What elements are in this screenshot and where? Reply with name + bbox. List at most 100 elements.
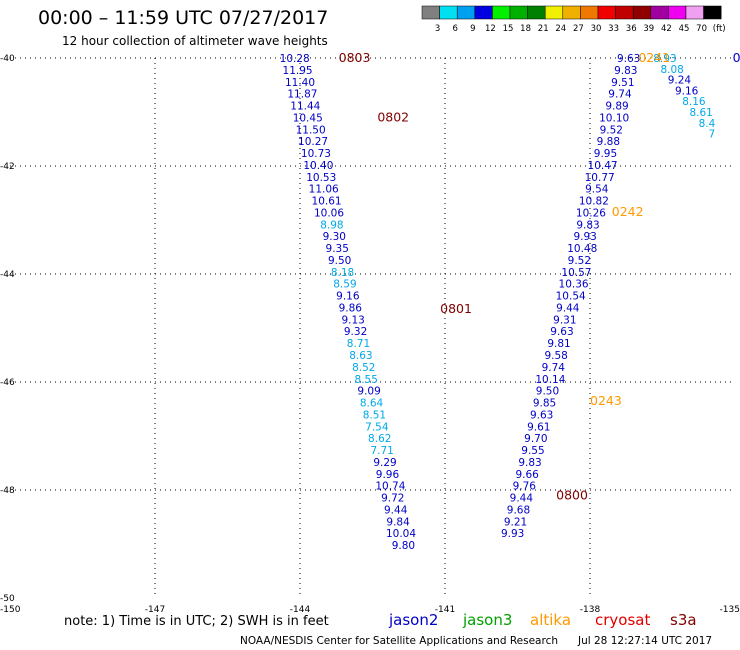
pass-label: 0243 (590, 393, 622, 408)
pass-label: 0242 (612, 204, 644, 219)
swh-color-scale: 3 6 9 12 15 18 21 24 27 30 33 36 39 42 45 70 (ft) (421, 5, 726, 34)
scale-swatch (703, 5, 722, 20)
swh-value: 10.74 (375, 481, 405, 493)
swh-value: 8.59 (333, 279, 356, 291)
swh-value: 9.50 (328, 255, 351, 267)
swh-value: 10.06 (314, 207, 344, 219)
scale-label: 39 (643, 24, 654, 34)
swh-value: 9.32 (344, 326, 367, 338)
x-tick-label: -141 (435, 605, 455, 615)
swh-value: 11.40 (285, 77, 315, 89)
swh-value: 10.28 (280, 53, 310, 65)
swh-value: 10.73 (301, 148, 331, 160)
swh-value: 9.31 (553, 314, 576, 326)
swh-value: 9.30 (323, 231, 346, 243)
swh-value: 10.04 (386, 528, 416, 540)
scale-swatch (562, 5, 581, 20)
swh-value: 10.54 (556, 291, 586, 303)
pass-label: 04 (733, 50, 740, 65)
swh-value: 8.98 (320, 219, 343, 231)
swh-value: 9.35 (326, 243, 349, 255)
footer-note: note: 1) Time is in UTC; 2) SWH is in fe… (64, 614, 329, 629)
scale-label: 70 (696, 24, 707, 34)
scale-label: 3 (435, 24, 440, 34)
swh-value: 8.08 (660, 64, 683, 76)
y-tick-label: -50 (0, 594, 15, 604)
pass-label: 0802 (377, 109, 409, 124)
scale-swatch (492, 5, 511, 20)
scale-swatch (474, 5, 493, 20)
swh-value: 9.70 (524, 433, 547, 445)
scale-label: 18 (520, 24, 531, 34)
swh-value: 9.55 (521, 445, 544, 457)
scale-swatch (597, 5, 616, 20)
scale-label: 12 (485, 24, 496, 34)
scale-label: (ft) (713, 24, 726, 34)
scale-label: 6 (452, 24, 457, 34)
swh-value: 9.81 (547, 338, 570, 350)
scale-label: 42 (661, 24, 672, 34)
swh-value: 9.83 (518, 457, 541, 469)
pass-label: 0800 (556, 487, 588, 502)
y-tick-label: -42 (0, 162, 15, 172)
legend-entry-jason2: jason2 (388, 611, 438, 629)
swh-value: 7.71 (370, 445, 393, 457)
legend-entry-cryosat: cryosat (595, 611, 650, 629)
footer-timestamp: Jul 28 12:27:14 UTC 2017 (577, 635, 712, 647)
swh-value: 10.10 (599, 112, 629, 124)
swh-value: 9.86 (339, 302, 363, 314)
swh-value: 8.71 (347, 338, 370, 350)
scale-swatch (632, 5, 652, 20)
swh-value: 11.87 (287, 89, 317, 101)
swh-value: 10.26 (576, 207, 606, 219)
swh-value: 9.21 (504, 516, 527, 528)
page-title: 00:00 – 11:59 UTC 07/27/2017 (38, 7, 328, 29)
swh-value: 10.82 (579, 196, 609, 208)
swh-value: 10.45 (293, 112, 323, 124)
swh-value: 9.74 (608, 89, 632, 101)
swh-value: 9.54 (585, 184, 609, 196)
swh-value: 8.93 (653, 53, 676, 65)
swh-value: 9.13 (341, 314, 364, 326)
x-tick-label: -135 (720, 605, 740, 615)
swh-value: 9.83 (576, 219, 599, 231)
scale-swatch (456, 5, 476, 20)
scale-swatch (509, 5, 528, 20)
swh-value: 9.44 (556, 302, 580, 314)
swh-value: 9.09 (357, 386, 380, 398)
plot-grid (10, 57, 735, 598)
swh-value: 10.53 (306, 172, 336, 184)
swh-value: 8.51 (363, 409, 386, 421)
scale-swatch (527, 5, 546, 20)
pass-labels: 0803 0802 0801 0800 0241 0242 0243 04 (339, 50, 740, 502)
scale-label: 27 (573, 24, 584, 34)
swh-value: 8.52 (352, 362, 375, 374)
swh-value: 10.36 (559, 279, 589, 291)
y-tick-label: -40 (0, 54, 15, 64)
scale-swatch (615, 5, 634, 20)
swh-value: 9.16 (675, 85, 699, 97)
pass-label: 0803 (339, 50, 371, 65)
swh-value: 9.93 (501, 528, 524, 540)
scale-label: 24 (555, 24, 566, 34)
swh-value: 8.62 (368, 433, 391, 445)
swh-value: 9.44 (510, 493, 534, 505)
swh-value: 10.27 (298, 136, 328, 148)
swh-value: 9.61 (527, 421, 550, 433)
swh-value: 9.68 (507, 504, 530, 516)
swh-value: 11.95 (283, 65, 313, 77)
x-tick-label: -150 (0, 605, 21, 615)
swh-value: 8.18 (331, 267, 354, 279)
pass-label: 0241 (638, 50, 670, 65)
swh-value: 10.40 (303, 160, 333, 172)
swh-value: 10.14 (535, 374, 565, 386)
scale-swatch (421, 5, 440, 20)
swh-value: 8.16 (682, 96, 706, 108)
swh-value: 9.63 (550, 326, 573, 338)
swh-value: 9.93 (573, 231, 596, 243)
data-points: 10.2811.9511.4011.8711.4410.4511.5010.27… (280, 53, 716, 552)
swh-value: 9.51 (611, 77, 634, 89)
swh-value: 9.24 (668, 75, 692, 87)
y-tick-label: -48 (0, 486, 15, 496)
